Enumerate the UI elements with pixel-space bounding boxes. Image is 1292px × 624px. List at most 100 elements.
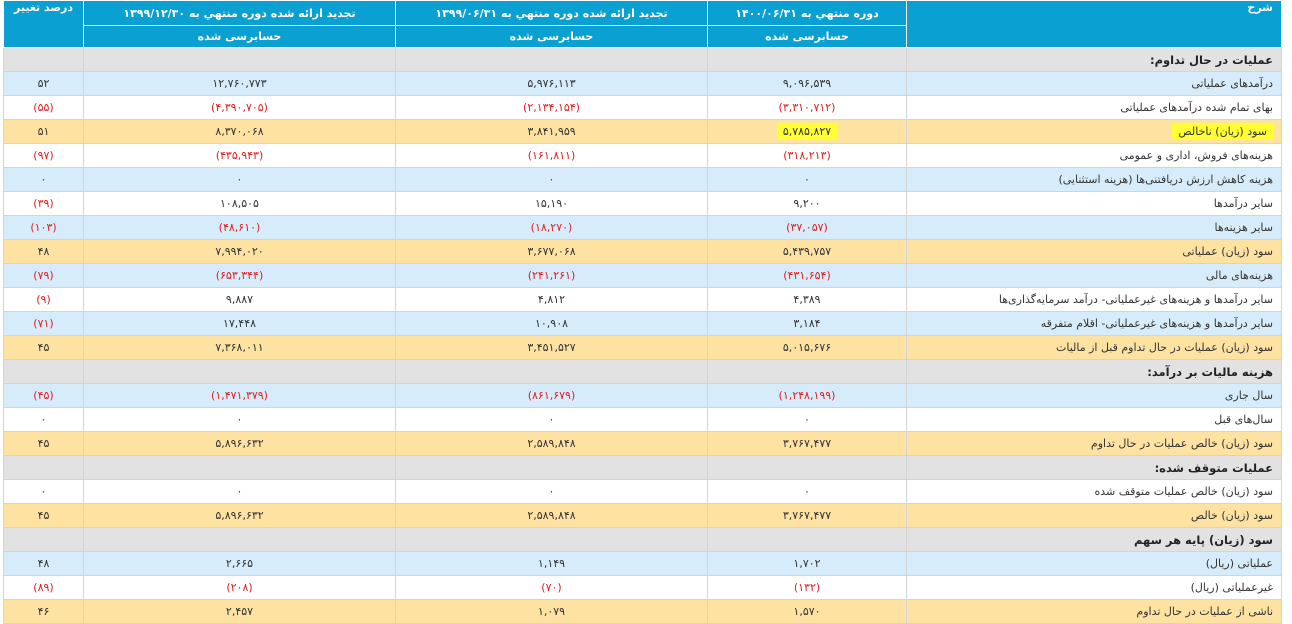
value-cell-v2: (۱۸,۲۷۰) <box>395 215 708 240</box>
change-cell: ۴۶ <box>3 599 84 624</box>
value-cell-v2: ۱۰,۹۰۸ <box>395 311 708 336</box>
value-cell-v1: (۳,۳۱۰,۷۱۲) <box>707 95 907 120</box>
change-cell: ۵۱ <box>3 119 84 144</box>
table-row: سود (زیان) عملیات در حال تداوم قبل از ما… <box>3 335 1282 360</box>
row-description: سود (زیان) خالص عملیات در حال تداوم <box>906 431 1282 456</box>
value-cell-v1: ۱,۷۰۲ <box>707 551 907 576</box>
section-row: سود (زیان) پایه هر سهم <box>3 527 1282 552</box>
value-cell-v2: (۷۰) <box>395 575 708 600</box>
section-row: عملیات متوقف شده: <box>3 455 1282 480</box>
row-description: سال جاری <box>906 383 1282 408</box>
change-cell <box>3 527 84 552</box>
change-cell: ۴۸ <box>3 551 84 576</box>
value-cell-v1: (۱۳۲) <box>707 575 907 600</box>
table-row: سایر درآمدها و هزینه‌های غیرعملیاتی- اقل… <box>3 311 1282 336</box>
value-cell-v2: ۲,۵۸۹,۸۴۸ <box>395 503 708 528</box>
value-cell-v1: ۱,۵۷۰ <box>707 599 907 624</box>
value-cell-v1: (۳۱۸,۲۱۳) <box>707 143 907 168</box>
row-description: سال‌های قبل <box>906 407 1282 432</box>
value-cell-v1 <box>707 455 907 480</box>
row-description: هزینه کاهش ارزش دریافتنی‌ها (هزینه استثن… <box>906 167 1282 192</box>
value-cell-v1 <box>707 359 907 384</box>
value-cell-v3: ۲,۶۶۵ <box>83 551 396 576</box>
value-cell-v2: (۲,۱۳۴,۱۵۴) <box>395 95 708 120</box>
value-cell-v2: (۱۶۱,۸۱۱) <box>395 143 708 168</box>
financial-statement-table: شرح دوره منتهي به ۱۴۰۰/۰۶/۳۱ تجدید ارائه… <box>3 0 1282 624</box>
row-description: بهای تمام شده درآمدهای عملیاتی <box>906 95 1282 120</box>
value-cell-v1: ۹,۰۹۶,۵۳۹ <box>707 71 907 96</box>
change-cell: ۴۵ <box>3 335 84 360</box>
value-cell-v3: ۰ <box>83 167 396 192</box>
value-cell-v3: ۸,۳۷۰,۰۶۸ <box>83 119 396 144</box>
value-cell-v1: ۳,۷۶۷,۴۷۷ <box>707 431 907 456</box>
row-description: سود (زیان) عملیاتی <box>906 239 1282 264</box>
header-col3-sub: حسابرسی شده <box>83 25 396 48</box>
header-col2-sub: حسابرسی شده <box>395 25 708 48</box>
row-description: عملیاتی (ریال) <box>906 551 1282 576</box>
value-cell-v3: ۵,۸۹۶,۶۳۲ <box>83 431 396 456</box>
change-cell: ۴۵ <box>3 503 84 528</box>
table-row: سال‌های قبل ۰ ۰ ۰ ۰ <box>3 407 1282 432</box>
value-cell-v1: (۳۷,۰۵۷) <box>707 215 907 240</box>
value-cell-v3: (۴۸,۶۱۰) <box>83 215 396 240</box>
change-cell <box>3 455 84 480</box>
row-description: عملیات در حال تداوم: <box>906 47 1282 72</box>
value-cell-v3: (۴,۳۹۰,۷۰۵) <box>83 95 396 120</box>
value-cell-v2 <box>395 527 708 552</box>
value-cell-v2: ۰ <box>395 407 708 432</box>
value-cell-v1: (۱,۲۴۸,۱۹۹) <box>707 383 907 408</box>
row-description: سایر هزینه‌ها <box>906 215 1282 240</box>
table-row: سود (زیان) خالص ۳,۷۶۷,۴۷۷ ۲,۵۸۹,۸۴۸ ۵,۸۹۶,۶… <box>3 503 1282 528</box>
header-col2-title[interactable]: تجدید ارائه شده دوره منتهي به ۱۳۹۹/۰۶/۳۱ <box>395 0 708 26</box>
table-row: سود (زیان) ناخالص ۵,۷۸۵,۸۲۷ ۳,۸۴۱,۹۵۹ ۸,۳۷۰… <box>3 119 1282 144</box>
value-cell-v2 <box>395 47 708 72</box>
value-cell-v1: ۰ <box>707 167 907 192</box>
change-cell: (۷۱) <box>3 311 84 336</box>
change-cell: ۰ <box>3 479 84 504</box>
table-row: سال جاری (۱,۲۴۸,۱۹۹) (۸۶۱,۶۷۹) (۱,۴۷۱,۳۷۹)(… <box>3 383 1282 408</box>
value-cell-v3: (۲۰۸) <box>83 575 396 600</box>
change-cell: (۹۷) <box>3 143 84 168</box>
row-description: هزینه مالیات بر درآمد: <box>906 359 1282 384</box>
row-description: سایر درآمدها <box>906 191 1282 216</box>
row-description: سایر درآمدها و هزینه‌های غیرعملیاتی- درآ… <box>906 287 1282 312</box>
value-cell-v3: ۱۲,۷۶۰,۷۷۳ <box>83 71 396 96</box>
value-cell-v1: ۵,۴۳۹,۷۵۷ <box>707 239 907 264</box>
value-cell-v3 <box>83 527 396 552</box>
value-cell-v2: ۳,۸۴۱,۹۵۹ <box>395 119 708 144</box>
table-row: درآمدهای عملیاتی ۹,۰۹۶,۵۳۹ ۵,۹۷۶,۱۱۳ ۱۲,۷۶۰… <box>3 71 1282 96</box>
row-description: سود (زیان) ناخالص <box>906 119 1282 144</box>
row-description: عملیات متوقف شده: <box>906 455 1282 480</box>
section-row: هزینه مالیات بر درآمد: <box>3 359 1282 384</box>
row-description: هزینه‌های مالی <box>906 263 1282 288</box>
change-cell: ۰ <box>3 407 84 432</box>
change-cell: ۴۵ <box>3 431 84 456</box>
table-row: هزینه‌های فروش، اداری و عمومی (۳۱۸,۲۱۳) (۱… <box>3 143 1282 168</box>
table-row: سود (زیان) خالص عملیات در حال تداوم ۳,۷۶۷… <box>3 431 1282 456</box>
value-cell-v2: ۴,۸۱۲ <box>395 287 708 312</box>
header-col1-sub: حسابرسی شده <box>707 25 907 48</box>
row-description: سود (زیان) پایه هر سهم <box>906 527 1282 552</box>
table-row: سایر هزینه‌ها (۳۷,۰۵۷) (۱۸,۲۷۰) (۴۸,۶۱۰) (۱۰… <box>3 215 1282 240</box>
header-col3-title[interactable]: تجدید ارائه شده دوره منتهي به ۱۳۹۹/۱۲/۳۰ <box>83 0 396 26</box>
highlighted-value: ۵,۷۸۵,۸۲۷ <box>776 123 838 140</box>
change-cell: (۳۹) <box>3 191 84 216</box>
table-row: ناشی از عملیات در حال تداوم ۱,۵۷۰ ۱,۰۷۹ ۲,۴… <box>3 599 1282 624</box>
value-cell-v2: ۱,۱۴۹ <box>395 551 708 576</box>
header-desc[interactable]: شرح <box>906 0 1282 48</box>
value-cell-v1: (۴۳۱,۶۵۴) <box>707 263 907 288</box>
change-cell: (۹) <box>3 287 84 312</box>
table-row: سود (زیان) خالص عملیات متوقف شده ۰ ۰ ۰ ۰ <box>3 479 1282 504</box>
row-description: ناشی از عملیات در حال تداوم <box>906 599 1282 624</box>
change-cell: (۸۹) <box>3 575 84 600</box>
value-cell-v1: ۹,۲۰۰ <box>707 191 907 216</box>
table-row: سود (زیان) عملیاتی ۵,۴۳۹,۷۵۷ ۳,۶۷۷,۰۶۸ ۷,۹۹… <box>3 239 1282 264</box>
value-cell-v1: ۴,۳۸۹ <box>707 287 907 312</box>
header-col1-title[interactable]: دوره منتهي به ۱۴۰۰/۰۶/۳۱ <box>707 0 907 26</box>
change-cell: (۱۰۳) <box>3 215 84 240</box>
header-change[interactable]: درصد تغییر <box>3 0 84 48</box>
change-cell: (۷۹) <box>3 263 84 288</box>
change-cell: (۵۵) <box>3 95 84 120</box>
value-cell-v1: ۳,۱۸۴ <box>707 311 907 336</box>
value-cell-v2: ۱۵,۱۹۰ <box>395 191 708 216</box>
